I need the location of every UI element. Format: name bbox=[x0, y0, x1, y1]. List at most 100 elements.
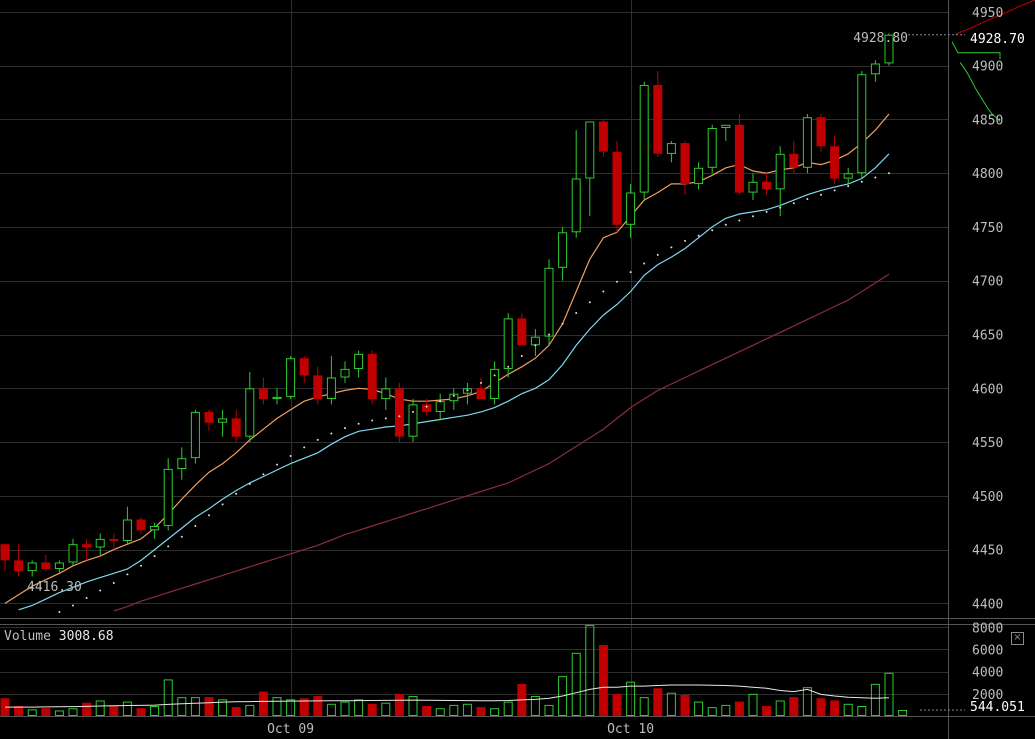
psar-dot bbox=[289, 455, 292, 457]
psar-dot bbox=[833, 189, 836, 192]
volume-bar bbox=[884, 672, 894, 716]
candle bbox=[14, 544, 24, 577]
psar-dot bbox=[194, 525, 197, 527]
candle-body bbox=[884, 34, 894, 64]
volume-bar bbox=[54, 710, 64, 716]
candle-body bbox=[408, 404, 418, 437]
candle-body bbox=[666, 143, 676, 154]
candle-body bbox=[734, 124, 744, 193]
candle bbox=[612, 140, 622, 233]
candle-body bbox=[680, 143, 690, 184]
candle-body bbox=[136, 519, 146, 531]
psar-dot bbox=[398, 415, 401, 418]
candle bbox=[830, 135, 840, 184]
psar-dot bbox=[860, 180, 863, 183]
volume-bar bbox=[762, 706, 772, 716]
candle-body bbox=[14, 560, 24, 572]
psar-dot bbox=[534, 344, 537, 347]
psar-dot bbox=[303, 446, 306, 449]
volume-bar bbox=[177, 697, 187, 716]
candle bbox=[286, 356, 296, 399]
time-tick-label: Oct 09 bbox=[267, 722, 314, 737]
candle bbox=[884, 33, 894, 66]
candle bbox=[313, 366, 323, 405]
psar-dot bbox=[412, 410, 414, 413]
candle-body bbox=[748, 181, 758, 193]
psar-dot bbox=[72, 604, 74, 607]
volume-bar bbox=[14, 706, 24, 716]
psar-dot bbox=[643, 262, 646, 265]
candle-body bbox=[122, 519, 132, 541]
candlesticks bbox=[0, 33, 894, 577]
candle bbox=[354, 350, 364, 378]
volume-bar bbox=[544, 704, 554, 716]
candle bbox=[857, 71, 867, 179]
candle-body bbox=[41, 562, 51, 569]
candle-body bbox=[218, 418, 228, 423]
psar-dot bbox=[371, 419, 374, 422]
volume-bar bbox=[27, 709, 37, 717]
candle bbox=[177, 447, 187, 480]
volume-title: Volume 3008.68 bbox=[4, 629, 114, 644]
candle bbox=[843, 167, 853, 184]
candle bbox=[571, 130, 581, 238]
candle-body bbox=[762, 181, 772, 190]
candle-body bbox=[490, 368, 500, 399]
candle bbox=[299, 356, 309, 383]
candle-body bbox=[95, 538, 105, 548]
volume-bar bbox=[721, 704, 731, 716]
psar-dot bbox=[276, 463, 278, 466]
candle bbox=[218, 409, 228, 437]
candle-body bbox=[585, 121, 595, 179]
depth-spread-line bbox=[951, 41, 1001, 60]
candle bbox=[816, 114, 826, 152]
volume-bar bbox=[462, 703, 472, 717]
volume-bar bbox=[734, 701, 744, 716]
psar-dot bbox=[99, 589, 102, 592]
candle-body bbox=[82, 544, 92, 548]
psar-dot bbox=[602, 290, 605, 293]
candle bbox=[136, 517, 146, 534]
candle bbox=[748, 173, 758, 201]
psar-dot bbox=[765, 210, 768, 213]
psar-dot bbox=[548, 333, 550, 336]
volume-bar bbox=[802, 687, 812, 717]
low-price-label: 4416.30 bbox=[27, 580, 82, 595]
price-tick-label: 4700 bbox=[972, 275, 1003, 290]
psar-dot bbox=[493, 374, 496, 377]
psar-dot bbox=[507, 365, 510, 368]
candle bbox=[503, 313, 513, 378]
candle-body bbox=[503, 318, 513, 369]
volume-bar bbox=[190, 697, 200, 716]
volume-bar bbox=[272, 697, 282, 716]
price-tick-label: 4500 bbox=[972, 490, 1003, 505]
candle-body bbox=[177, 458, 187, 470]
last-volume-label: 544.051 bbox=[970, 700, 1025, 715]
candle bbox=[95, 533, 105, 555]
psar-dot bbox=[888, 172, 890, 175]
volume-bar bbox=[816, 698, 826, 716]
candle-body bbox=[639, 85, 649, 193]
candle-body bbox=[544, 267, 554, 337]
candle bbox=[653, 71, 663, 157]
axes: 4400 4450 4500 4550 4600 4650 4700 4750 4800 4850… bbox=[267, 6, 1003, 737]
candle bbox=[870, 60, 880, 82]
candle bbox=[517, 313, 527, 346]
price-tick-label: 4800 bbox=[972, 167, 1003, 182]
volume-bar bbox=[408, 696, 418, 717]
candle bbox=[0, 544, 10, 572]
psar-dot bbox=[344, 427, 346, 430]
candle bbox=[367, 350, 377, 405]
psar-dot bbox=[112, 582, 115, 584]
candle bbox=[680, 140, 690, 195]
psar-dot bbox=[792, 202, 795, 205]
price-tick-label: 4450 bbox=[972, 544, 1003, 559]
volume-bar bbox=[231, 707, 241, 716]
candle-body bbox=[0, 544, 10, 561]
volume-ma-line bbox=[5, 684, 890, 708]
candle-body bbox=[299, 358, 309, 376]
close-volume-panel-icon[interactable]: × bbox=[1011, 632, 1024, 645]
candle bbox=[109, 533, 119, 550]
volume-bar bbox=[313, 696, 323, 716]
